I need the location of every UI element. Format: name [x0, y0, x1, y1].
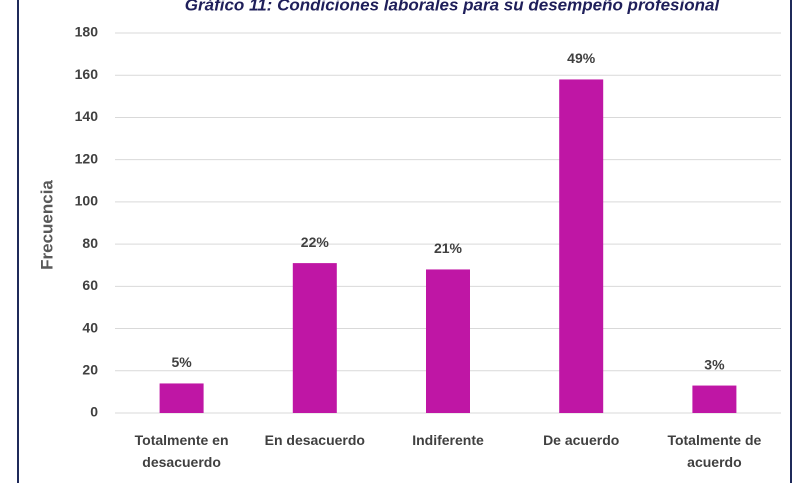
x-tick-label: Totalmente de acuerdo [667, 432, 762, 470]
y-tick-label: 100 [75, 193, 99, 209]
y-tick-label: 80 [82, 235, 98, 251]
x-tick-label: De acuerdo [543, 432, 620, 448]
y-tick-label: 40 [82, 319, 98, 335]
y-tick-label: 20 [82, 361, 98, 377]
y-tick-label: 60 [82, 277, 98, 293]
y-tick-label: 160 [75, 66, 99, 82]
y-tick-label: 120 [75, 150, 99, 166]
x-tick-label: En desacuerdo [264, 432, 365, 448]
data-label: 21% [434, 240, 463, 256]
y-axis-label: Frecuencia [37, 180, 56, 270]
bar [292, 263, 337, 413]
data-label: 49% [567, 50, 596, 66]
y-tick-label: 140 [75, 108, 99, 124]
y-tick-label: 0 [90, 404, 98, 420]
bar [692, 385, 737, 413]
bar [426, 269, 470, 413]
bar [559, 79, 604, 413]
data-label: 22% [301, 234, 330, 250]
bar [159, 383, 204, 413]
data-label: 5% [171, 354, 192, 370]
chart-title: Gráfico 11: Condiciones laborales para s… [185, 0, 721, 14]
x-tick-label: Totalmente en desacuerdo [134, 432, 229, 470]
x-tick-label: Indiferente [412, 432, 484, 448]
data-label: 3% [704, 356, 725, 372]
y-tick-label: 180 [75, 24, 99, 40]
